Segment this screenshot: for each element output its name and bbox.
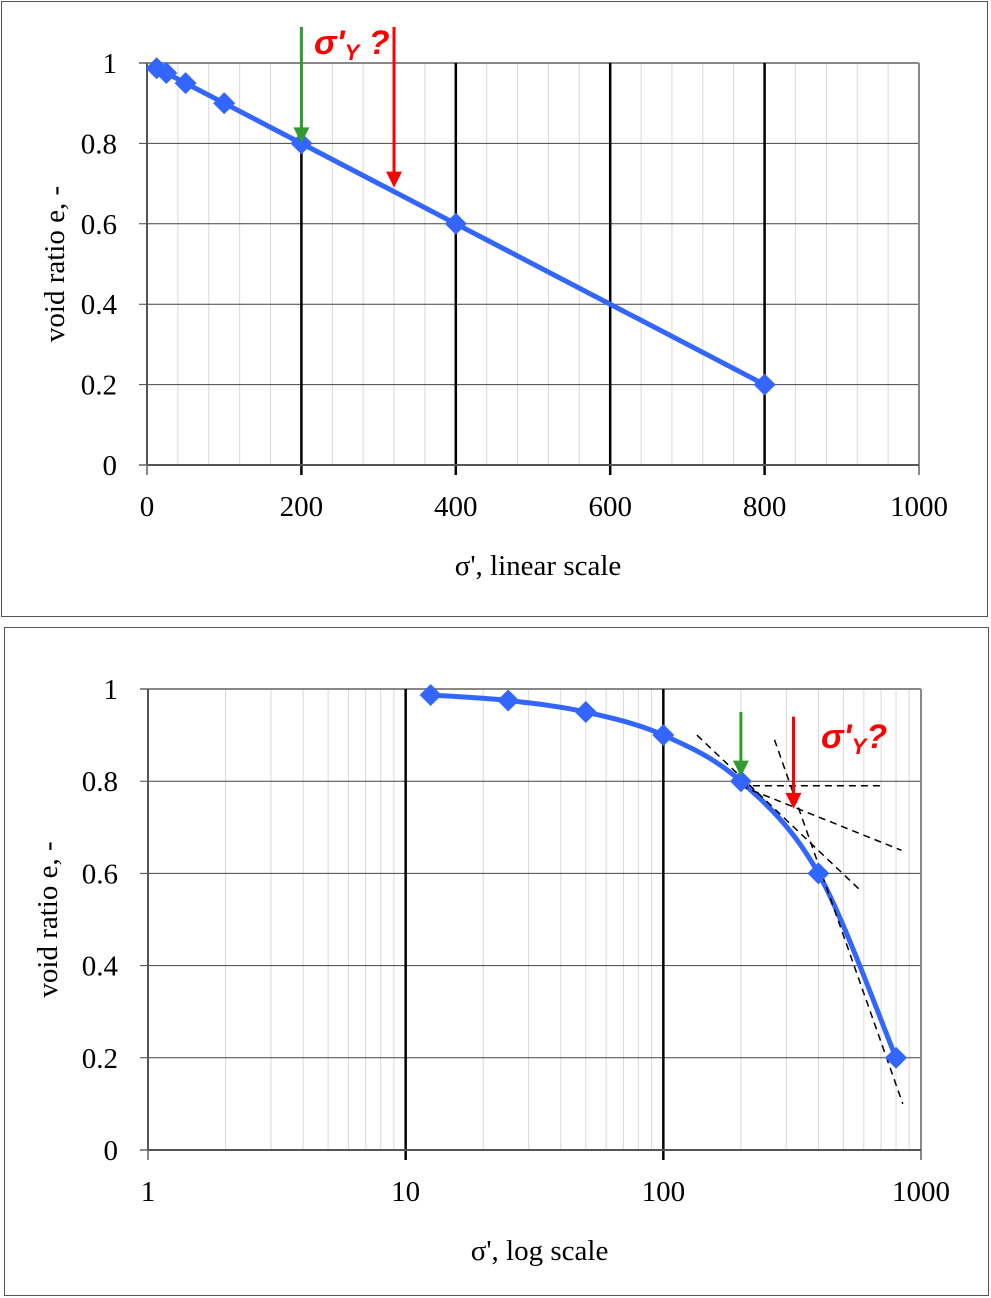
y-tick-label: 0.6 <box>81 209 117 241</box>
x-tick-label: 600 <box>588 491 632 523</box>
y-tick-label: 0.4 <box>82 951 119 983</box>
diamond-marker <box>444 212 467 235</box>
red-arrow-icon <box>785 716 802 809</box>
x-tick-label: 0 <box>140 491 155 523</box>
y-tick-label: 0.8 <box>82 766 118 798</box>
green-arrow-icon <box>732 712 749 777</box>
construction-dashed-line <box>740 785 902 852</box>
y-tick-label: 1 <box>104 674 119 706</box>
y-tick-label: 0.2 <box>82 1043 118 1075</box>
diamond-marker <box>419 683 442 706</box>
diamond-marker <box>497 689 520 712</box>
yield-stress-label: σ'Y ? <box>314 24 390 65</box>
diamond-marker <box>807 862 830 885</box>
green-arrow-icon <box>293 26 310 144</box>
diamond-marker <box>753 373 776 396</box>
y-axis-title: void ratio e, - <box>39 186 71 342</box>
yield-stress-label: σ'Y? <box>821 718 887 759</box>
gridlines <box>140 688 922 1160</box>
diamond-marker <box>574 701 597 724</box>
diamond-marker <box>729 770 752 793</box>
x-tick-label: 1 <box>141 1176 156 1208</box>
red-arrow-icon <box>386 26 403 188</box>
x-axis-title: σ', linear scale <box>455 550 622 582</box>
log-scale-chart-panel: 0 0.2 0.4 0.6 0.8 1 1 10 100 1000 σ', log scale voi… <box>4 627 989 1296</box>
x-tick-label: 1000 <box>890 491 948 523</box>
y-tick-label: 0.4 <box>81 289 118 321</box>
y-tick-label: 0 <box>103 450 118 482</box>
y-tick-label: 0 <box>104 1135 119 1167</box>
y-axis-title: void ratio e, - <box>32 841 64 997</box>
linear-scale-chart: 0 0.2 0.4 0.6 0.8 1 0 200 400 600 800 1000 σ', linea… <box>39 24 948 582</box>
x-tick-label: 1000 <box>892 1176 950 1208</box>
y-tick-label: 0.8 <box>81 128 117 160</box>
log-scale-chart: 0 0.2 0.4 0.6 0.8 1 1 10 100 1000 σ', log scale voi… <box>32 674 950 1267</box>
x-tick-label: 100 <box>642 1176 686 1208</box>
x-axis-title: σ', log scale <box>471 1235 609 1267</box>
x-tick-label: 10 <box>391 1176 420 1208</box>
y-tick-label: 0.2 <box>81 370 117 402</box>
diamond-marker <box>174 72 197 95</box>
x-tick-label: 400 <box>434 491 478 523</box>
diamond-marker <box>155 62 178 85</box>
y-tick-label: 1 <box>103 48 118 80</box>
x-tick-label: 200 <box>280 491 324 523</box>
diamond-marker <box>885 1046 908 1069</box>
diamond-marker <box>652 724 675 747</box>
gridlines <box>139 62 920 475</box>
linear-scale-chart-panel: 0 0.2 0.4 0.6 0.8 1 0 200 400 600 800 1000 σ', linea… <box>1 1 988 617</box>
diamond-marker <box>213 92 236 115</box>
y-tick-label: 0.6 <box>82 858 118 890</box>
x-tick-label: 800 <box>743 491 787 523</box>
construction-dashed-line <box>696 734 863 893</box>
